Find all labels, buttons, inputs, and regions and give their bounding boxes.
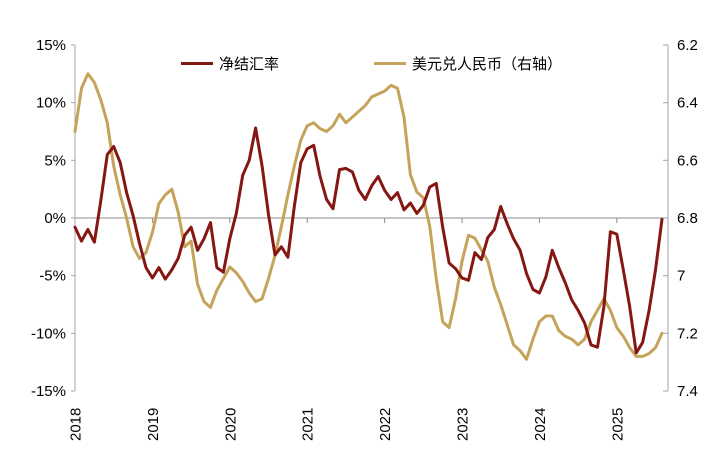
left-axis-tick-label: -10%	[31, 325, 66, 342]
right-axis-tick-label: 7.4	[677, 383, 698, 400]
left-axis-tick-label: -5%	[39, 268, 66, 285]
x-axis-year-label: 2025	[609, 408, 626, 441]
left-axis-tick-label: 0%	[44, 210, 66, 227]
right-axis-tick-label: 7	[677, 268, 685, 285]
x-axis-year-label: 2019	[145, 408, 162, 441]
right-axis-tick-label: 6.6	[677, 152, 698, 169]
x-axis-year-label: 2022	[377, 408, 394, 441]
right-axis-tick-label: 6.8	[677, 210, 698, 227]
x-axis-year-label: 2018	[68, 408, 85, 441]
series-line-usd-cny	[73, 72, 664, 361]
left-axis-tick-label: -15%	[31, 383, 66, 400]
x-axis-year-label: 2020	[222, 408, 239, 441]
x-axis-year-label: 2021	[300, 408, 317, 441]
left-axis-tick-label: 5%	[44, 152, 66, 169]
left-axis-tick-label: 10%	[36, 95, 66, 112]
right-axis-tick-label: 6.4	[677, 95, 698, 112]
x-axis-year-label: 2024	[532, 408, 549, 441]
left-axis-tick-label: 15%	[36, 37, 66, 54]
series-line-net-settlement-rate	[73, 126, 664, 355]
x-axis-year-label: 2023	[455, 408, 472, 441]
right-axis-tick-label: 6.2	[677, 37, 698, 54]
right-axis-tick-label: 7.2	[677, 325, 698, 342]
